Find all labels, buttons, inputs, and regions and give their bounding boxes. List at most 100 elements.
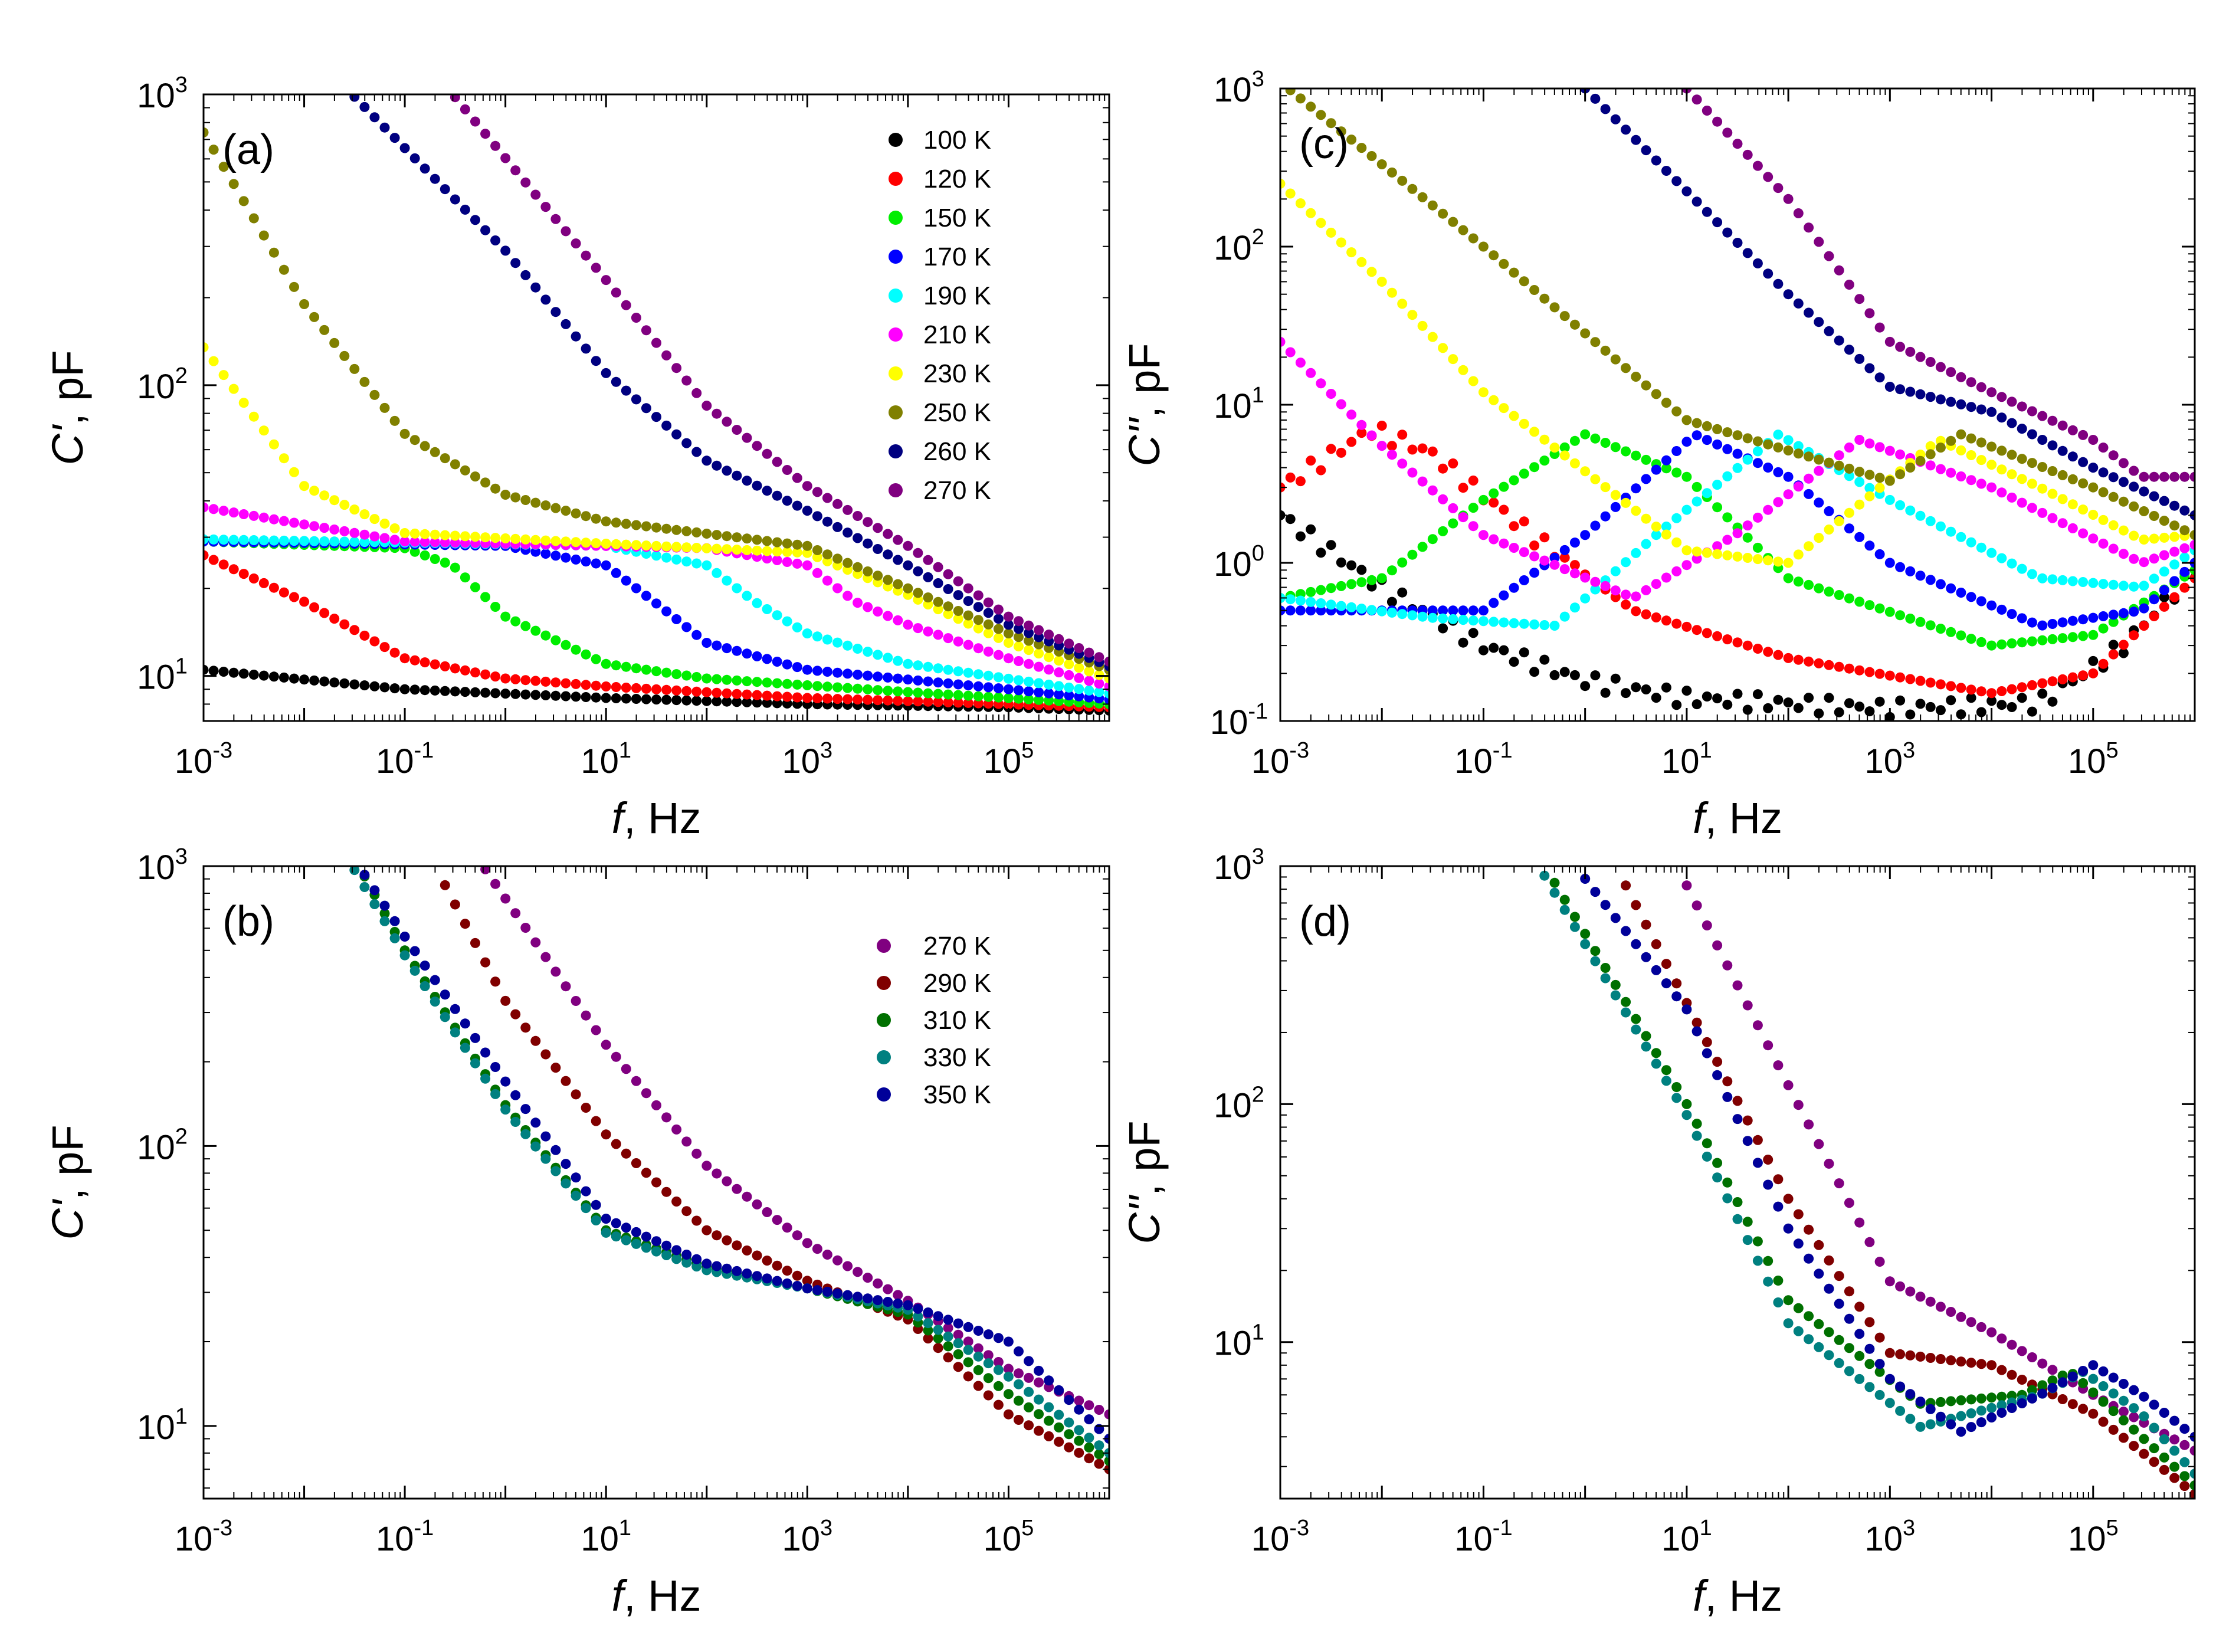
data-point (1641, 952, 1651, 962)
data-point (963, 596, 973, 607)
data-point (762, 604, 772, 614)
data-point (1539, 293, 1550, 304)
data-point (1864, 706, 1875, 717)
data-point (1712, 1070, 1723, 1080)
data-point (1438, 463, 1448, 474)
data-point (1997, 1408, 2007, 1418)
data-point (1986, 1360, 1997, 1371)
data-point (681, 542, 692, 553)
data-point (1326, 118, 1336, 129)
data-point (510, 492, 521, 503)
data-point (1509, 618, 1519, 628)
data-point (1702, 1138, 1712, 1149)
data-point (2047, 1365, 2058, 1375)
data-point (802, 481, 812, 491)
data-point (238, 196, 249, 206)
data-point (601, 275, 611, 286)
data-point (1003, 684, 1014, 694)
data-point (1976, 478, 1986, 489)
data-point (1854, 1351, 1865, 1361)
data-point (1044, 1431, 1054, 1441)
data-point (1722, 471, 1733, 481)
data-point (782, 1266, 792, 1276)
data-point (1884, 1398, 1895, 1408)
data-point (1034, 625, 1044, 635)
data-point (772, 457, 782, 467)
data-point (853, 1267, 863, 1277)
data-point (1854, 1302, 1865, 1312)
data-point (248, 213, 259, 224)
data-point (1366, 605, 1377, 615)
data-point (1742, 532, 1753, 543)
data-point (2088, 612, 2099, 623)
data-point (772, 555, 782, 565)
y-tick-label: 101 (137, 1404, 188, 1447)
data-point (1316, 465, 1326, 476)
data-point (1854, 499, 1865, 510)
data-point (983, 1373, 994, 1384)
data-point (1844, 1366, 1854, 1376)
data-point (359, 870, 370, 880)
data-point (1946, 1307, 1956, 1317)
data-point (319, 324, 330, 335)
data-point (933, 562, 943, 572)
data-point (204, 342, 209, 353)
data-point (1014, 1415, 1024, 1425)
data-point (601, 516, 611, 527)
series-230-k (204, 342, 1109, 684)
data-point (782, 547, 792, 557)
data-point (1671, 700, 1682, 710)
data-point (993, 624, 1004, 634)
data-point (1397, 557, 1408, 568)
data-point (1742, 149, 1753, 160)
legend-marker (889, 289, 903, 303)
data-point (1590, 887, 1601, 897)
data-point (1966, 1317, 1976, 1328)
data-point (1559, 904, 1570, 915)
data-point (1691, 94, 1702, 105)
data-point (1824, 1255, 1834, 1266)
data-point (1691, 900, 1702, 911)
data-point (228, 564, 239, 575)
data-point (943, 601, 953, 612)
data-point (1946, 695, 1956, 706)
data-point (1814, 454, 1824, 465)
data-point (1003, 1371, 1014, 1382)
data-point (399, 653, 410, 664)
x-tick-label: 103 (782, 738, 833, 781)
data-point (1569, 922, 1580, 932)
data-point (1874, 322, 1885, 333)
data-point (742, 476, 752, 486)
data-point (2139, 603, 2149, 614)
data-point (1763, 647, 1774, 657)
data-point (1671, 618, 1682, 629)
data-point (963, 618, 973, 629)
data-point (2118, 1433, 2129, 1443)
data-point (963, 640, 973, 650)
data-point (792, 1270, 802, 1281)
data-point (1763, 268, 1774, 279)
data-point (762, 654, 772, 664)
data-point (1024, 628, 1034, 638)
data-point (651, 540, 661, 551)
data-point (490, 533, 501, 543)
data-point (591, 356, 601, 366)
data-point (1580, 429, 1591, 440)
series-290-k (1621, 880, 2195, 1499)
panel-label: (a) (222, 126, 274, 173)
data-point (812, 1285, 822, 1296)
data-point (440, 1012, 450, 1022)
data-point (1438, 208, 1448, 219)
data-point (1956, 471, 1966, 481)
data-point (1569, 602, 1580, 613)
data-point (460, 1018, 470, 1029)
data-point (943, 1331, 953, 1342)
data-point (258, 512, 269, 523)
data-point (1549, 621, 1560, 631)
data-point (500, 673, 511, 684)
data-point (752, 1199, 762, 1210)
data-point (1905, 674, 1916, 684)
data-point (1014, 641, 1024, 652)
data-point (349, 363, 360, 374)
